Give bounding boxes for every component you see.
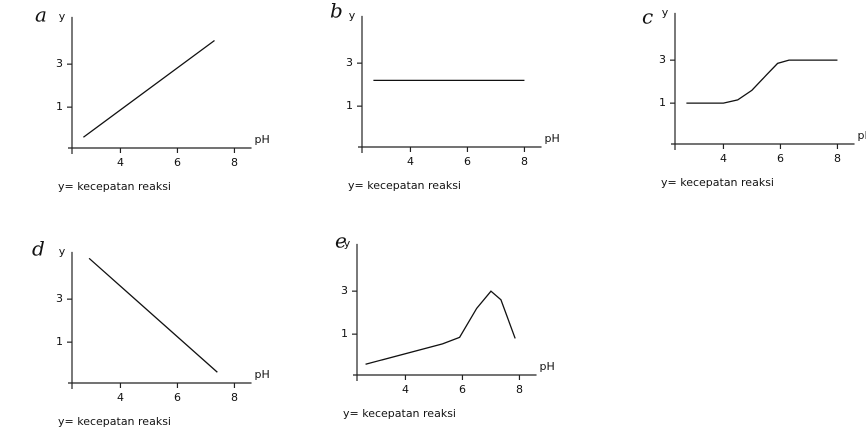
y-tick-label: 1 (56, 335, 63, 348)
y-tick-label: 3 (341, 284, 348, 297)
x-tick-label: 8 (516, 383, 523, 396)
x-tick-label: 6 (464, 155, 471, 168)
y-axis-label: y (344, 237, 351, 250)
y-axis-label: y (59, 245, 66, 258)
x-tick-label: 4 (117, 391, 124, 404)
panel-letter: d (32, 237, 45, 261)
panel-letter: e (335, 229, 347, 253)
x-axis-label: pH (255, 368, 270, 381)
y-tick-label: 3 (56, 57, 63, 70)
caption: y= kecepatan reaksi (343, 407, 456, 420)
data-line (365, 290, 516, 365)
caption: y= kecepatan reaksi (58, 415, 171, 428)
x-axis-label: pH (540, 360, 555, 373)
x-axis-label: pH (858, 129, 866, 142)
data-line (686, 59, 838, 104)
y-tick-label: 3 (56, 292, 63, 305)
x-tick-label: 4 (117, 156, 124, 169)
y-axis-label: y (349, 9, 356, 22)
caption: y= kecepatan reaksi (58, 180, 171, 193)
caption: y= kecepatan reaksi (348, 179, 461, 192)
y-tick-label: 1 (659, 96, 666, 109)
x-axis-label: pH (545, 132, 560, 145)
x-axis-label: pH (255, 133, 270, 146)
x-tick-label: 8 (834, 152, 841, 165)
x-tick-label: 4 (407, 155, 414, 168)
x-tick-label: 4 (402, 383, 409, 396)
panel-letter: c (642, 5, 653, 29)
y-tick-label: 1 (56, 100, 63, 113)
y-axis-label: y (662, 6, 669, 19)
x-tick-label: 8 (231, 156, 238, 169)
data-line (88, 257, 218, 373)
panel-letter: b (330, 0, 343, 23)
x-tick-label: 6 (174, 391, 181, 404)
y-tick-label: 1 (346, 99, 353, 112)
caption: y= kecepatan reaksi (661, 176, 774, 189)
x-tick-label: 6 (777, 152, 784, 165)
y-axis-label: y (59, 10, 66, 23)
data-line (83, 39, 215, 138)
y-tick-label: 3 (659, 53, 666, 66)
y-tick-label: 1 (341, 327, 348, 340)
x-tick-label: 6 (174, 156, 181, 169)
panel-letter: a (35, 3, 47, 27)
y-tick-label: 3 (346, 56, 353, 69)
x-tick-label: 6 (459, 383, 466, 396)
x-tick-label: 8 (521, 155, 528, 168)
x-tick-label: 8 (231, 391, 238, 404)
x-tick-label: 4 (720, 152, 727, 165)
